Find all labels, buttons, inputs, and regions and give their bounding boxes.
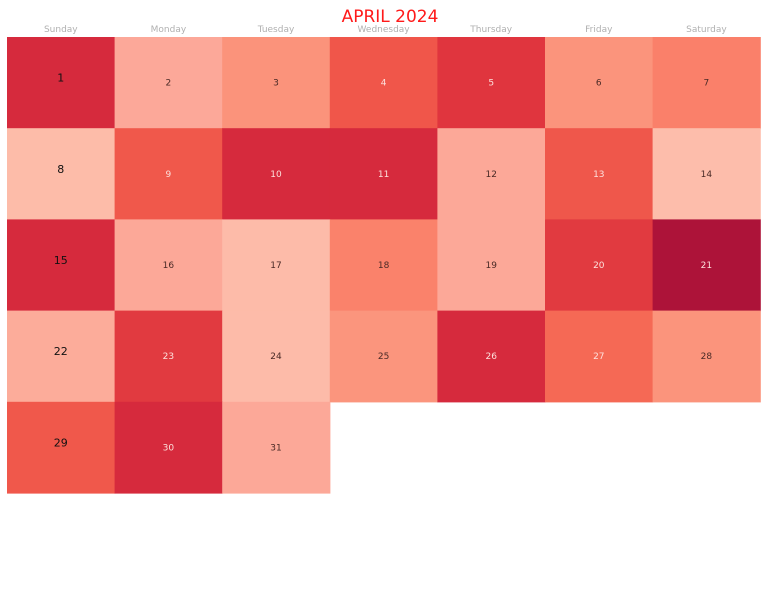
day-cell-14 (652, 128, 761, 220)
day-cell-24 (222, 310, 331, 403)
day-cell-6 (545, 37, 654, 129)
day-label-27: 27 (593, 352, 604, 362)
weekday-label-monday: Monday (151, 25, 187, 35)
day-label-8: 8 (57, 163, 64, 176)
day-label-15: 15 (54, 254, 68, 267)
day-label-5: 5 (488, 79, 494, 89)
weekday-label-saturday: Saturday (686, 25, 727, 35)
day-label-3: 3 (273, 79, 279, 89)
day-cell-17 (222, 219, 331, 312)
day-label-1: 1 (57, 72, 64, 85)
day-cell-15 (7, 219, 116, 312)
day-label-6: 6 (596, 79, 602, 89)
day-cell-26 (437, 310, 546, 403)
day-cell-27 (545, 310, 654, 403)
day-cell-8 (7, 128, 116, 220)
day-label-4: 4 (381, 79, 387, 89)
day-label-16: 16 (163, 261, 175, 271)
day-cell-11 (329, 128, 438, 220)
day-cell-10 (222, 128, 331, 220)
day-cell-25 (329, 310, 438, 403)
weekday-header-row: Sunday Monday Tuesday Wednesday Thursday Frid… (44, 25, 727, 35)
day-cell-22 (7, 310, 116, 403)
day-cell-31 (222, 401, 331, 494)
day-cell-1 (7, 37, 116, 129)
day-label-26: 26 (485, 352, 497, 362)
day-label-9: 9 (166, 170, 172, 180)
day-label-19: 19 (485, 261, 497, 271)
day-cell-7 (652, 37, 761, 129)
day-label-28: 28 (701, 352, 713, 362)
day-cell-19 (437, 219, 546, 312)
day-label-29: 29 (54, 436, 68, 449)
day-cell-29 (7, 401, 116, 494)
day-label-14: 14 (701, 170, 713, 180)
weekday-label-friday: Friday (585, 25, 613, 35)
weekday-label-sunday: Sunday (44, 25, 78, 35)
day-cell-9 (114, 128, 223, 220)
day-cell-23 (114, 310, 223, 403)
day-label-20: 20 (593, 261, 605, 271)
day-cells (7, 37, 761, 494)
day-label-12: 12 (485, 170, 496, 180)
day-label-7: 7 (704, 79, 710, 89)
day-cell-13 (545, 128, 654, 220)
day-label-24: 24 (270, 352, 282, 362)
day-label-31: 31 (270, 443, 281, 453)
day-cell-30 (114, 401, 223, 494)
day-cell-18 (329, 219, 438, 312)
day-label-22: 22 (54, 345, 68, 358)
day-cell-20 (545, 219, 654, 312)
weekday-label-thursday: Thursday (469, 25, 513, 35)
day-cell-12 (437, 128, 546, 220)
day-label-13: 13 (593, 170, 604, 180)
day-cell-4 (329, 37, 438, 129)
day-label-21: 21 (701, 261, 712, 271)
day-label-18: 18 (378, 261, 390, 271)
day-label-30: 30 (163, 443, 175, 453)
day-cell-21 (652, 219, 761, 312)
day-cell-28 (652, 310, 761, 403)
day-cell-2 (114, 37, 223, 129)
day-label-25: 25 (378, 352, 389, 362)
chart-title: APRIL 2024 (342, 7, 439, 27)
day-cell-16 (114, 219, 223, 312)
day-cell-3 (222, 37, 331, 129)
day-label-23: 23 (163, 352, 174, 362)
weekday-label-wednesday: Wednesday (358, 25, 411, 35)
day-cell-5 (437, 37, 546, 129)
day-label-10: 10 (270, 170, 282, 180)
day-label-2: 2 (166, 79, 172, 89)
weekday-label-tuesday: Tuesday (257, 25, 295, 35)
day-label-17: 17 (270, 261, 281, 271)
day-label-11: 11 (378, 170, 389, 180)
